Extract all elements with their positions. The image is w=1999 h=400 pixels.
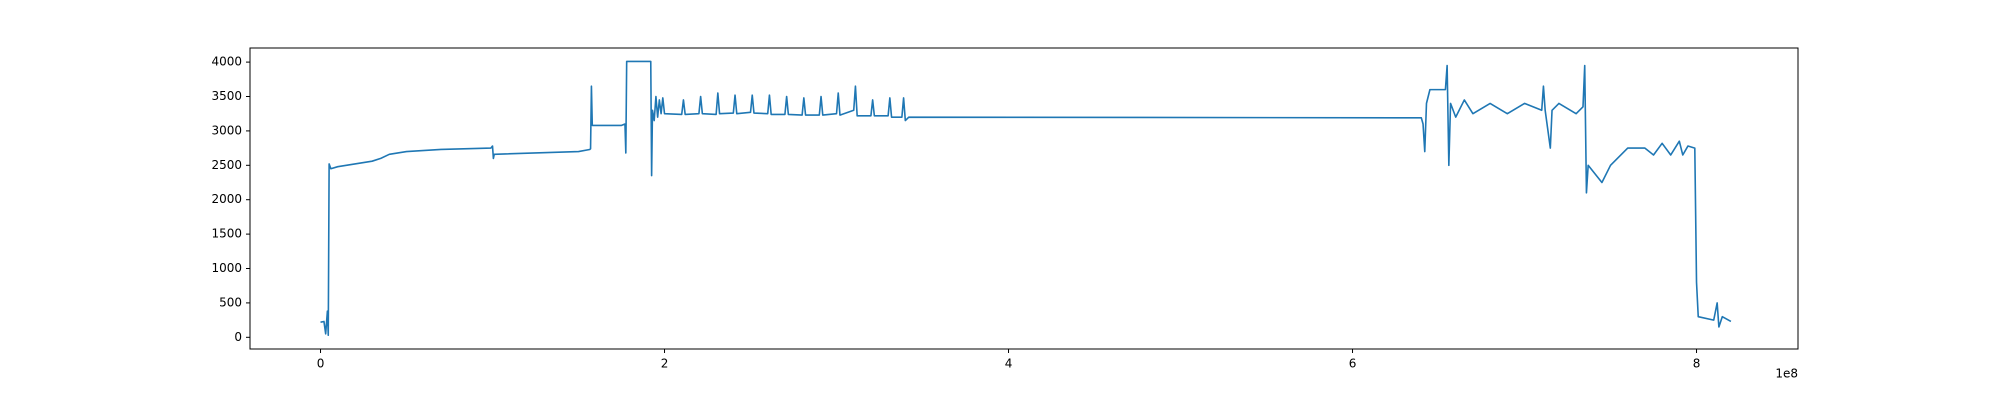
x-tick-label: 8 <box>1693 357 1701 371</box>
y-tick-label: 1500 <box>211 227 242 241</box>
y-tick-label: 500 <box>219 295 242 309</box>
data-line <box>320 60 1732 337</box>
plot-frame <box>249 47 1799 350</box>
y-tick-label: 3000 <box>211 123 242 137</box>
y-tick-label: 4000 <box>211 55 242 69</box>
x-tick-label: 2 <box>661 357 669 371</box>
y-tick-label: 2500 <box>211 158 242 172</box>
x-tick-label: 6 <box>1349 357 1357 371</box>
y-tick-label: 3500 <box>211 89 242 103</box>
y-tick-label: 1000 <box>211 261 242 275</box>
x-offset-label: 1e8 <box>1775 367 1798 381</box>
y-tick-label: 0 <box>234 330 242 344</box>
x-tick-label: 4 <box>1005 357 1013 371</box>
x-tick-label: 0 <box>317 357 325 371</box>
y-tick-label: 2000 <box>211 192 242 206</box>
